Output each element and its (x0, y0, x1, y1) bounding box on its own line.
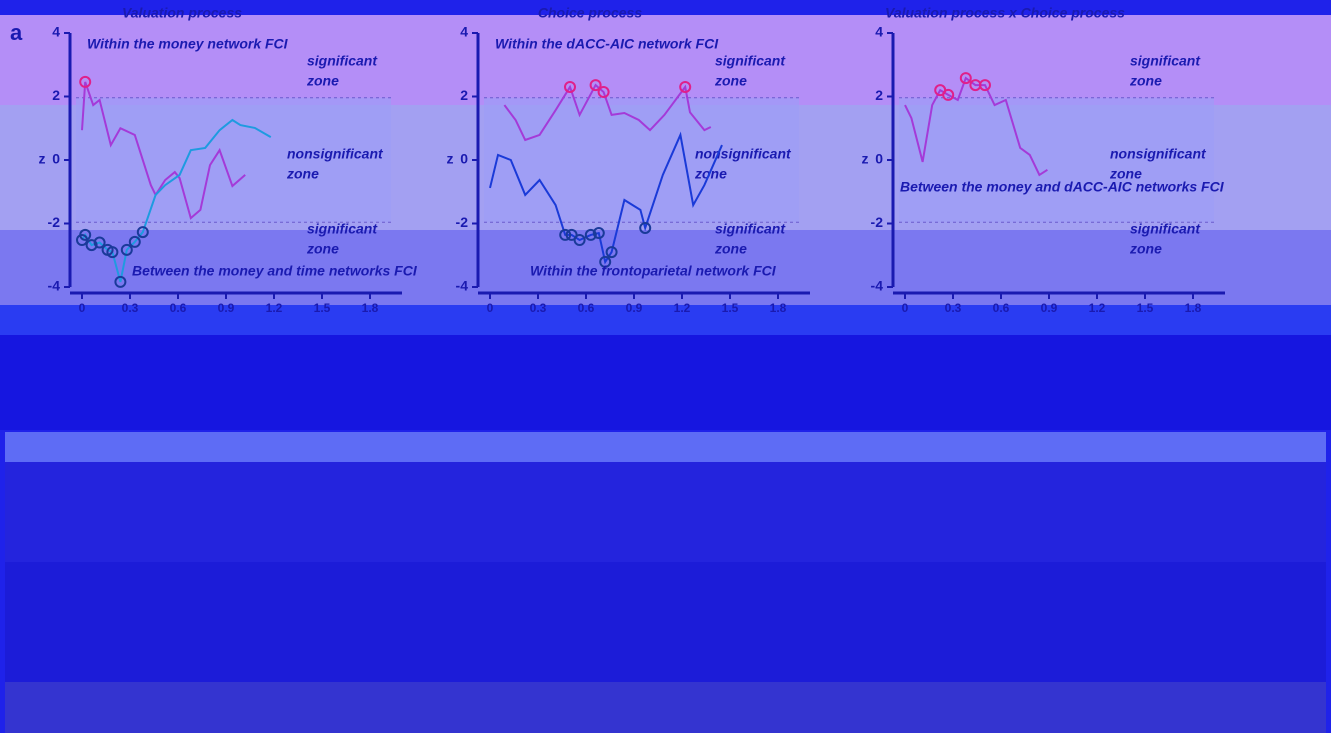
figure: a Valuation process z -4 -2 0 2 4 0 0.3 0.6 0.9 1.2… (0, 0, 1331, 733)
y-tick-label: -2 (48, 214, 61, 230)
y-axis-label: z (862, 151, 869, 167)
y-tick-label: 2 (460, 87, 468, 103)
series-label: Within the dACC-AIC network FCI (495, 36, 719, 52)
zone-label: zone (714, 73, 747, 89)
zone-label: zone (306, 241, 339, 257)
x-tick-label: 1.5 (1137, 301, 1154, 315)
zone-label: significant (715, 221, 786, 237)
x-tick-label: 0.6 (578, 301, 595, 315)
x-tick-label: 0 (487, 301, 494, 315)
band (5, 462, 1326, 562)
x-tick-label: 1.8 (1185, 301, 1202, 315)
zone-label: significant (307, 53, 378, 69)
x-tick-label: 1.2 (1089, 301, 1106, 315)
x-tick-label: 1.8 (362, 301, 379, 315)
panel-label: a (10, 20, 23, 45)
y-axis-label: z (447, 151, 454, 167)
y-tick-label: 0 (52, 151, 60, 167)
x-tick-label: 0.3 (945, 301, 962, 315)
band (5, 562, 1326, 682)
y-tick-label: 4 (875, 24, 883, 40)
x-tick-label: 0 (902, 301, 909, 315)
chart-title: Choice process (538, 5, 642, 21)
y-tick-label: -2 (871, 214, 884, 230)
zone-label: nonsignificant (695, 146, 792, 162)
zone-label: significant (715, 53, 786, 69)
y-axis-label: z (39, 151, 46, 167)
band (0, 305, 1331, 335)
chart-title: Valuation process (122, 5, 242, 21)
band (0, 335, 1331, 430)
band (5, 682, 1326, 733)
series-label: Within the frontoparietal network FCI (530, 263, 777, 279)
y-tick-label: 2 (52, 87, 60, 103)
zone-label: zone (714, 241, 747, 257)
series-label: Between the money and dACC-AIC networks … (900, 179, 1225, 195)
x-tick-label: 1.8 (770, 301, 787, 315)
zone-label: nonsignificant (287, 146, 384, 162)
y-tick-label: 0 (875, 151, 883, 167)
zone-label: significant (1130, 53, 1201, 69)
x-tick-label: 0.9 (218, 301, 235, 315)
zone-label: zone (694, 166, 727, 182)
band (5, 432, 1326, 462)
zone-label: significant (1130, 221, 1201, 237)
x-tick-label: 0.6 (993, 301, 1010, 315)
zone-label: zone (1129, 241, 1162, 257)
x-tick-label: 1.2 (266, 301, 283, 315)
x-tick-label: 1.5 (722, 301, 739, 315)
y-tick-label: -2 (456, 214, 469, 230)
x-tick-label: 0.6 (170, 301, 187, 315)
x-tick-label: 0.3 (122, 301, 139, 315)
zone-label: zone (306, 73, 339, 89)
x-tick-label: 1.5 (314, 301, 331, 315)
y-tick-label: -4 (48, 278, 61, 294)
x-tick-label: 0.9 (626, 301, 643, 315)
zone-label: significant (307, 221, 378, 237)
y-tick-label: 2 (875, 87, 883, 103)
x-tick-label: 1.2 (674, 301, 691, 315)
y-tick-label: 0 (460, 151, 468, 167)
y-tick-label: 4 (460, 24, 468, 40)
x-tick-label: 0.9 (1041, 301, 1058, 315)
x-tick-label: 0.3 (530, 301, 547, 315)
series-label: Between the money and time networks FCI (132, 263, 418, 279)
zone-label: nonsignificant (1110, 146, 1207, 162)
y-tick-label: -4 (456, 278, 469, 294)
x-tick-label: 0 (79, 301, 86, 315)
zone-label: zone (1129, 73, 1162, 89)
y-tick-label: -4 (871, 278, 884, 294)
zone-label: zone (286, 166, 319, 182)
series-label: Within the money network FCI (87, 36, 289, 52)
y-tick-label: 4 (52, 24, 60, 40)
chart-title: Valuation process x Choice process (885, 5, 1125, 21)
